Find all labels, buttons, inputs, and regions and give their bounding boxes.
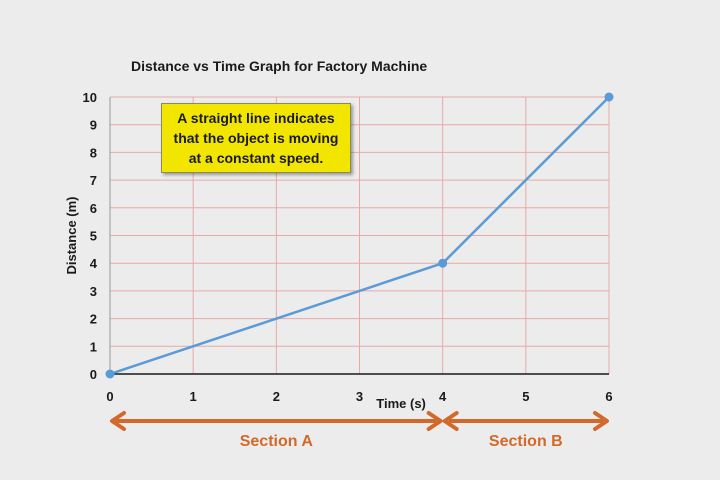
- section-arrowhead-right: [426, 411, 443, 431]
- data-point: [105, 369, 115, 379]
- data-point: [604, 92, 614, 102]
- x-axis-label: Time (s): [376, 396, 426, 411]
- y-tick-label: 5: [90, 229, 97, 244]
- chart-title: Distance vs Time Graph for Factory Machi…: [131, 58, 428, 74]
- y-axis-label: Distance (m): [64, 196, 79, 274]
- x-tick-label: 3: [356, 389, 363, 404]
- x-tick-label: 5: [522, 389, 529, 404]
- section-label: Section A: [240, 433, 314, 450]
- x-tick-label: 2: [273, 389, 280, 404]
- y-tick-label: 9: [90, 118, 97, 133]
- section-label: Section B: [489, 433, 563, 450]
- section-arrowhead-right: [593, 411, 609, 431]
- section-arrowhead-left: [110, 411, 126, 431]
- annotation-callout: A straight line indicates that the objec…: [161, 103, 351, 173]
- y-tick-label: 1: [90, 339, 97, 354]
- x-tick-label: 4: [439, 389, 447, 404]
- y-tick-label: 6: [90, 201, 97, 216]
- y-tick-label: 8: [90, 145, 97, 160]
- y-tick-label: 7: [90, 173, 97, 188]
- y-tick-label: 0: [90, 367, 97, 382]
- x-tick-label: 0: [106, 389, 113, 404]
- y-tick-label: 3: [90, 284, 97, 299]
- x-tick-label: 6: [605, 389, 612, 404]
- y-tick-label: 2: [90, 312, 97, 327]
- section-arrowhead-left: [442, 411, 459, 431]
- y-tick-label: 4: [90, 256, 98, 271]
- y-tick-label: 10: [83, 90, 97, 105]
- data-point: [438, 258, 448, 268]
- x-tick-label: 1: [190, 389, 197, 404]
